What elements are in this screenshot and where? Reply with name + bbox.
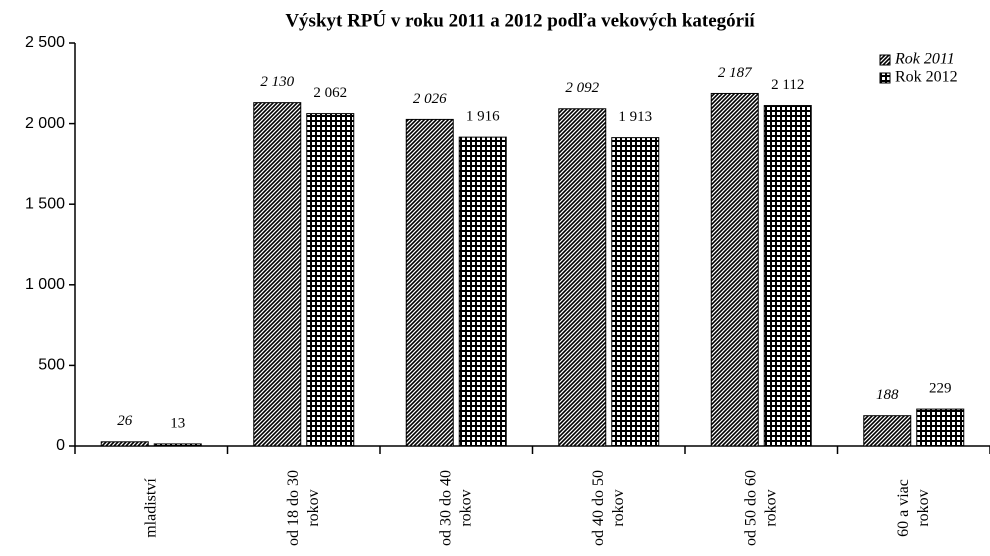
x-tick-label-line: od 18 do 30 xyxy=(284,470,301,546)
value-label: 1 916 xyxy=(466,109,500,125)
legend-label: Rok 2012 xyxy=(895,69,958,86)
value-label: 188 xyxy=(876,387,899,403)
x-tick-label-line: 60 a viac xyxy=(894,479,911,537)
value-label: 229 xyxy=(929,381,952,397)
x-tick-label: mladiství xyxy=(142,478,159,538)
y-tick-label: 1 000 xyxy=(25,276,65,293)
bar xyxy=(253,102,302,447)
value-label: 2 092 xyxy=(565,80,599,96)
x-tick-label: od 50 do 60 rokov xyxy=(742,470,779,546)
bar xyxy=(710,92,759,447)
x-tick-label-line: od 50 do 60 xyxy=(742,470,759,546)
x-tick-label-line: od 40 do 50 xyxy=(589,470,606,546)
value-label: 1 913 xyxy=(618,109,652,125)
value-label: 26 xyxy=(117,413,133,429)
y-tick-label: 500 xyxy=(38,357,65,374)
x-tick-label: od 40 do 50 rokov xyxy=(589,470,626,546)
x-tick-label-line: od 30 do 40 xyxy=(437,470,454,546)
bar xyxy=(558,108,607,447)
x-tick-label-line: rokov xyxy=(762,489,779,526)
value-label: 2 130 xyxy=(260,74,294,90)
y-tick-label: 1 500 xyxy=(25,195,65,212)
bar xyxy=(153,443,202,447)
x-tick-label: od 30 do 40 rokov xyxy=(437,470,474,546)
bar xyxy=(306,113,355,447)
value-label: 2 062 xyxy=(313,85,347,101)
x-tick-label-line: rokov xyxy=(914,489,931,526)
bar xyxy=(863,415,912,447)
chart-title: Výskyt RPÚ v roku 2011 a 2012 podľa veko… xyxy=(285,9,755,31)
x-tick-label: 60 a viac rokov xyxy=(894,479,931,537)
legend-swatch xyxy=(879,54,891,66)
value-label: 2 187 xyxy=(718,65,753,81)
bar xyxy=(916,408,965,447)
legend-label: Rok 2011 xyxy=(894,51,955,68)
bar xyxy=(611,137,660,447)
bar xyxy=(458,136,507,447)
value-label: 2 026 xyxy=(413,91,447,107)
x-tick-label-line: rokov xyxy=(304,489,321,526)
value-label: 2 112 xyxy=(771,77,804,93)
x-tick-label: od 18 do 30 rokov xyxy=(284,470,321,546)
y-tick-label: 0 xyxy=(56,437,65,454)
bar xyxy=(100,441,149,447)
value-label: 13 xyxy=(170,415,185,431)
x-tick-label-line: mladiství xyxy=(142,478,159,538)
bar xyxy=(405,118,454,447)
bar xyxy=(763,105,812,447)
legend-swatch xyxy=(879,72,891,84)
x-tick-label-line: rokov xyxy=(609,489,626,526)
y-tick-label: 2 000 xyxy=(25,115,65,132)
y-tick-label: 2 500 xyxy=(25,34,65,51)
x-tick-label-line: rokov xyxy=(457,489,474,526)
